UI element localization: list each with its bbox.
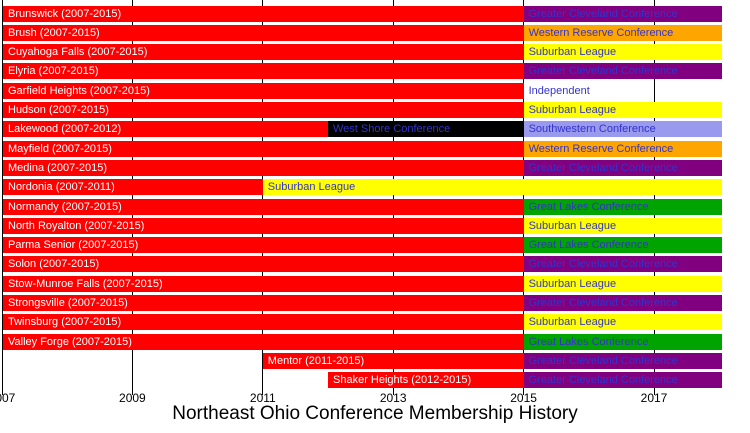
bar-label: Elyria (2007-2015) bbox=[8, 65, 99, 78]
bar-label: Valley Forge (2007-2015) bbox=[8, 335, 132, 348]
bar-label: Greater Cleveland Conference bbox=[528, 374, 678, 387]
bar-segment-medina-0: Medina (2007-2015) bbox=[3, 159, 524, 176]
x-tick-label: 2007 bbox=[0, 391, 16, 405]
bar-label: Parma Senior (2007-2015) bbox=[8, 239, 139, 252]
bar-segment-solon-0: Solon (2007-2015) bbox=[3, 256, 524, 273]
bar-segment-twinsburg-1: Suburban League bbox=[523, 314, 722, 331]
bar-segment-lakewood-0: Lakewood (2007-2012) bbox=[3, 121, 328, 138]
bar-label: Cuyahoga Falls (2007-2015) bbox=[8, 46, 148, 59]
bar-segment-valley-forge-1: Great Lakes Conference bbox=[523, 333, 722, 350]
bar-segment-solon-1: Greater Cleveland Conference bbox=[523, 256, 722, 273]
bar-label: Twinsburg (2007-2015) bbox=[8, 316, 122, 329]
bar-segment-shaker-heights-0: Shaker Heights (2012-2015) bbox=[328, 372, 524, 389]
bar-label: Lakewood (2007-2012) bbox=[8, 123, 122, 136]
bar-segment-garfield-heights-1: Independent bbox=[524, 83, 722, 99]
bar-segment-mayfield-1: Western Reserve Conference bbox=[523, 140, 722, 157]
x-tick-label: 2015 bbox=[510, 391, 537, 405]
gridline-2015 bbox=[523, 0, 525, 395]
bar-label: Suburban League bbox=[267, 181, 356, 194]
bar-label: Shaker Heights (2012-2015) bbox=[333, 374, 472, 387]
x-tick-label: 2011 bbox=[249, 391, 276, 405]
bar-segment-brush-0: Brush (2007-2015) bbox=[3, 24, 524, 41]
chart-title: Northeast Ohio Conference Membership His… bbox=[172, 403, 578, 424]
bar-segment-brush-1: Western Reserve Conference bbox=[523, 24, 722, 41]
bar-label: Nordonia (2007-2011) bbox=[8, 181, 115, 194]
bar-segment-normandy-0: Normandy (2007-2015) bbox=[3, 198, 524, 215]
bar-segment-lakewood-2: Southwestern Conference bbox=[523, 121, 722, 138]
bar-label: Strongsville (2007-2015) bbox=[8, 297, 128, 309]
bar-label: Mentor (2011-2015) bbox=[267, 354, 365, 367]
bar-segment-stow-munroe-falls-1: Suburban League bbox=[523, 275, 722, 292]
gridline-2017 bbox=[653, 0, 655, 395]
bar-label: West Shore Conference bbox=[333, 123, 451, 136]
bar-label: Suburban League bbox=[528, 219, 617, 232]
bar-label: Suburban League bbox=[528, 104, 617, 116]
gridline-2013 bbox=[392, 0, 394, 395]
bar-label: Normandy (2007-2015) bbox=[8, 200, 122, 213]
bar-label: Western Reserve Conference bbox=[528, 26, 674, 39]
bar-segment-medina-1: Greater Cleveland Conference bbox=[523, 159, 722, 176]
bar-segment-cuyahoga-falls-1: Suburban League bbox=[523, 44, 722, 61]
bar-label: Garfield Heights (2007-2015) bbox=[8, 84, 150, 97]
gridline-2011 bbox=[262, 0, 264, 395]
bar-segment-parma-senior-1: Great Lakes Conference bbox=[523, 237, 722, 254]
bar-label: Medina (2007-2015) bbox=[8, 161, 108, 174]
bar-segment-cuyahoga-falls-0: Cuyahoga Falls (2007-2015) bbox=[3, 44, 524, 61]
x-tick-label: 2017 bbox=[640, 391, 668, 405]
bar-label: Independent bbox=[528, 84, 590, 97]
bar-segment-stow-munroe-falls-0: Stow-Munroe Falls (2007-2015) bbox=[3, 275, 524, 292]
bar-segment-hudson-0: Hudson (2007-2015) bbox=[3, 102, 524, 118]
bar-label: Great Lakes Conference bbox=[528, 239, 649, 252]
bar-segment-elyria-0: Elyria (2007-2015) bbox=[3, 63, 524, 80]
bar-label: Greater Cleveland Conference bbox=[528, 161, 678, 174]
gridline-2007 bbox=[1, 0, 3, 395]
bar-label: Western Reserve Conference bbox=[528, 142, 674, 155]
bar-segment-nordonia-1: Suburban League bbox=[262, 179, 722, 196]
bar-segment-mayfield-0: Mayfield (2007-2015) bbox=[3, 140, 524, 157]
bar-label: Suburban League bbox=[528, 46, 617, 59]
bar-segment-lakewood-1: West Shore Conference bbox=[328, 121, 524, 138]
bar-label: Stow-Munroe Falls (2007-2015) bbox=[8, 277, 163, 290]
bar-label: Greater Cleveland Conference bbox=[528, 258, 678, 271]
bar-label: Brunswick (2007-2015) bbox=[8, 7, 122, 20]
bar-label: Greater Cleveland Conference bbox=[528, 297, 678, 309]
bar-segment-normandy-1: Great Lakes Conference bbox=[523, 198, 722, 215]
bar-segment-elyria-1: Greater Cleveland Conference bbox=[523, 63, 722, 80]
x-tick-label: 2013 bbox=[379, 391, 407, 405]
bar-segment-strongsville-1: Greater Cleveland Conference bbox=[523, 295, 722, 311]
bar-label: North Royalton (2007-2015) bbox=[8, 219, 145, 232]
bar-segment-mentor-0: Mentor (2011-2015) bbox=[262, 352, 524, 369]
bar-label: Greater Cleveland Conference bbox=[528, 7, 678, 20]
bar-segment-twinsburg-0: Twinsburg (2007-2015) bbox=[3, 314, 524, 331]
bar-segment-north-royalton-1: Suburban League bbox=[523, 217, 722, 234]
bar-label: Mayfield (2007-2015) bbox=[8, 142, 112, 155]
bar-label: Suburban League bbox=[528, 316, 617, 329]
x-tick-label: 2009 bbox=[119, 391, 146, 405]
bar-segment-north-royalton-0: North Royalton (2007-2015) bbox=[3, 217, 524, 234]
bar-segment-valley-forge-0: Valley Forge (2007-2015) bbox=[3, 333, 524, 350]
bar-label: Hudson (2007-2015) bbox=[8, 104, 109, 116]
bar-label: Solon (2007-2015) bbox=[8, 258, 100, 271]
bar-label: Southwestern Conference bbox=[528, 123, 656, 136]
bar-segment-mentor-1: Greater Cleveland Conference bbox=[523, 352, 722, 369]
bar-label: Great Lakes Conference bbox=[528, 335, 649, 348]
bar-segment-brunswick-1: Greater Cleveland Conference bbox=[523, 5, 722, 22]
bar-segment-nordonia-0: Nordonia (2007-2011) bbox=[3, 179, 263, 196]
bar-label: Greater Cleveland Conference bbox=[528, 354, 678, 367]
bar-label: Suburban League bbox=[528, 277, 617, 290]
bar-label: Brush (2007-2015) bbox=[8, 26, 100, 39]
bar-segment-parma-senior-0: Parma Senior (2007-2015) bbox=[3, 237, 524, 254]
bar-segment-garfield-heights-0: Garfield Heights (2007-2015) bbox=[3, 82, 524, 99]
bar-label: Greater Cleveland Conference bbox=[528, 65, 678, 78]
bar-label: Great Lakes Conference bbox=[528, 200, 649, 213]
bar-segment-strongsville-0: Strongsville (2007-2015) bbox=[3, 295, 524, 311]
gridline-2009 bbox=[131, 0, 133, 395]
bar-segment-brunswick-0: Brunswick (2007-2015) bbox=[3, 5, 524, 22]
bar-segment-hudson-1: Suburban League bbox=[523, 102, 722, 118]
bar-segment-shaker-heights-1: Greater Cleveland Conference bbox=[523, 372, 722, 389]
